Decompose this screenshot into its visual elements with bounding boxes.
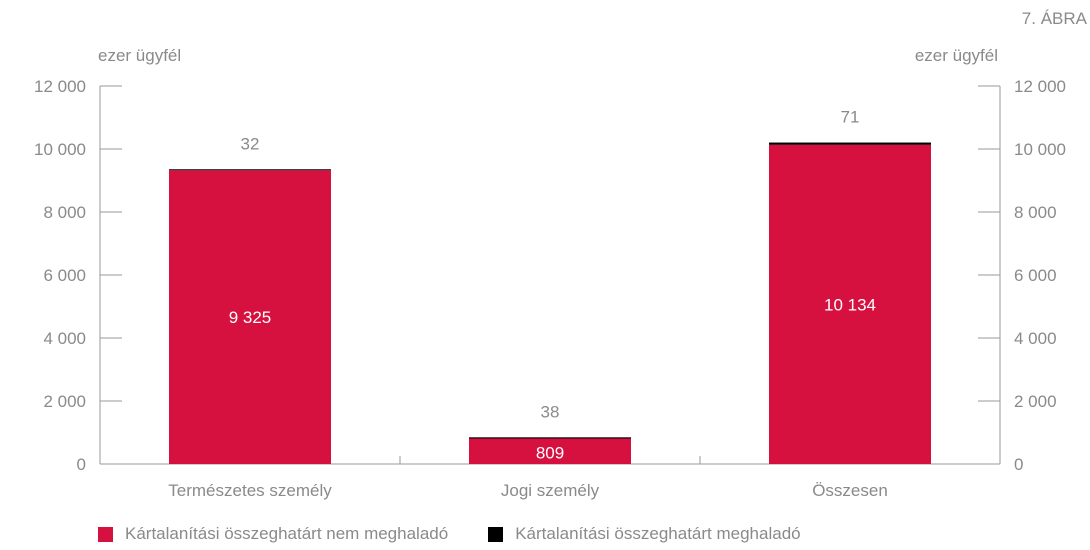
y-tick-label-left: 6 000	[43, 266, 86, 285]
y-tick-label-left: 10 000	[34, 140, 86, 159]
axes-group: 0 0 2 000 2 000 4 000 4 000 6 000 6 000 8 000 8 0…	[34, 77, 1066, 474]
bar-primary	[769, 144, 931, 465]
y-axis-label-right: ezer ügyfél	[915, 46, 998, 65]
y-tick-label-right: 10 000	[1014, 140, 1066, 159]
y-tick-label-left: 12 000	[34, 77, 86, 96]
bar-secondary	[469, 437, 631, 439]
y-tick-label-left: 2 000	[43, 392, 86, 411]
y-tick-label-right: 2 000	[1014, 392, 1057, 411]
y-tick-label-right: 4 000	[1014, 329, 1057, 348]
bars-group	[169, 142, 931, 465]
legend-item-secondary: Kártalanítási összeghatárt meghaladó	[488, 524, 801, 544]
data-label-primary: 9 325	[229, 308, 272, 327]
y-tick-label-right: 6 000	[1014, 266, 1057, 285]
figure-label: 7. ÁBRA	[1022, 9, 1088, 28]
legend: Kártalanítási összeghatárt nem meghaladó…	[98, 524, 841, 544]
bar-secondary	[169, 169, 331, 171]
legend-item-primary: Kártalanítási összeghatárt nem meghaladó	[98, 524, 448, 544]
legend-label-primary: Kártalanítási összeghatárt nem meghaladó	[125, 524, 449, 543]
legend-swatch-secondary	[488, 526, 504, 542]
legend-swatch-primary	[98, 526, 113, 542]
bar-secondary	[769, 142, 931, 145]
x-category-label: Összesen	[812, 481, 888, 500]
y-axis-label-left: ezer ügyfél	[98, 46, 181, 65]
y-tick-label-right: 12 000	[1014, 77, 1066, 96]
y-tick-label-right: 8 000	[1014, 203, 1057, 222]
data-label-primary: 10 134	[824, 295, 876, 314]
y-tick-label-right: 0	[1014, 455, 1023, 474]
x-category-label: Jogi személy	[501, 481, 600, 500]
bar-primary	[169, 170, 331, 464]
data-label-secondary: 71	[841, 108, 860, 127]
x-category-label: Természetes személy	[168, 481, 332, 500]
y-tick-label-left: 0	[77, 455, 86, 474]
y-tick-label-left: 8 000	[43, 203, 86, 222]
labels-group: 9 325 32 Természetes személy 809 38 Jogi szem…	[168, 108, 888, 500]
data-label-secondary: 38	[541, 402, 560, 421]
data-label-primary: 809	[536, 443, 564, 462]
y-tick-label-left: 4 000	[43, 329, 86, 348]
bar-primary	[469, 438, 631, 464]
data-label-secondary: 32	[241, 134, 260, 153]
legend-label-secondary: Kártalanítási összeghatárt meghaladó	[515, 524, 801, 543]
